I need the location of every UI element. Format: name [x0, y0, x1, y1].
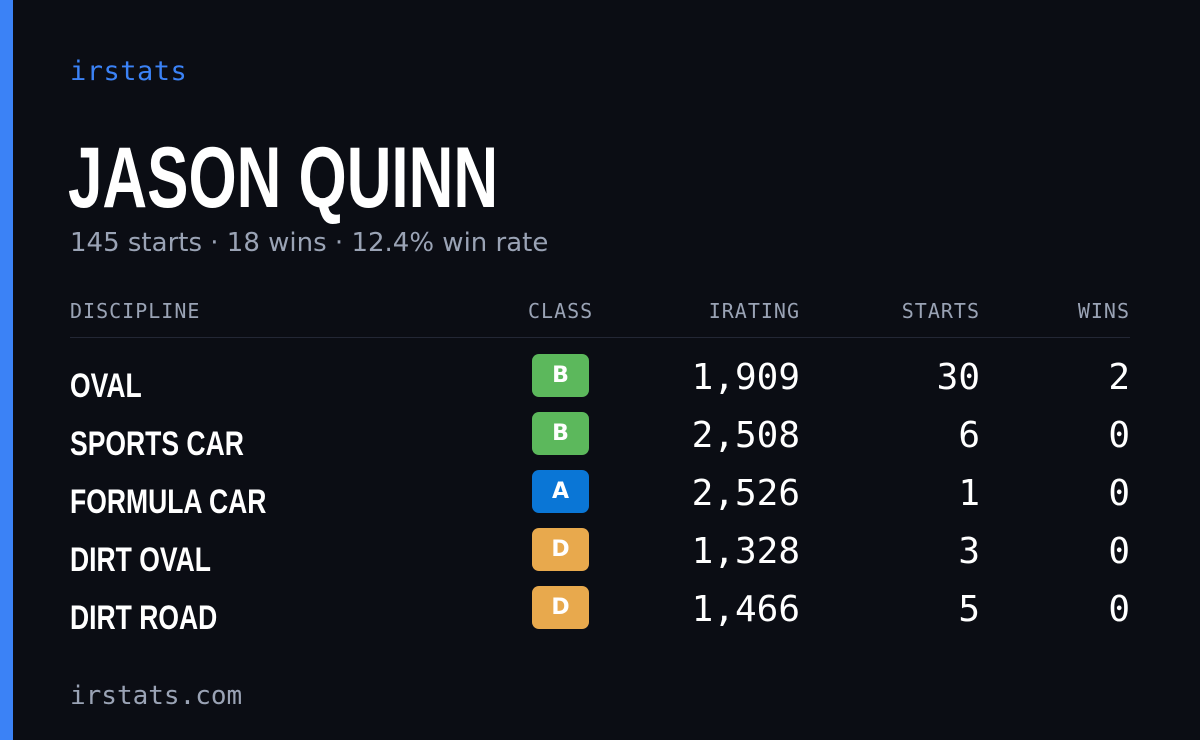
wins-value: 0: [1108, 415, 1130, 456]
accent-bar: [0, 0, 13, 740]
irating-value: 1,466: [691, 589, 800, 630]
wins-value: 0: [1108, 531, 1130, 572]
brand-logo-text: irstats: [70, 56, 188, 87]
table-header: DISCIPLINE CLASS IRATING STARTS WINS: [70, 299, 1130, 338]
class-badge: D: [532, 528, 589, 571]
header-discipline: DISCIPLINE: [70, 299, 201, 323]
starts-value: 1: [958, 473, 980, 514]
discipline-name: OVAL: [70, 367, 142, 405]
irating-value: 1,328: [691, 531, 800, 572]
discipline-table: OVAL B 1,909 30 2 SPORTS CAR B 2,508 6 0…: [70, 350, 1130, 640]
irating-value: 1,909: [691, 357, 800, 398]
irating-value: 2,526: [691, 473, 800, 514]
driver-name: JASON QUINN: [68, 130, 499, 226]
footer-url: irstats.com: [70, 681, 243, 711]
class-badge: A: [532, 470, 589, 513]
starts-value: 5: [958, 589, 980, 630]
starts-value: 6: [958, 415, 980, 456]
table-row: DIRT OVAL D 1,328 3 0: [70, 524, 1130, 582]
header-starts: STARTS: [901, 299, 980, 323]
starts-value: 30: [936, 357, 980, 398]
header-class: CLASS: [528, 299, 594, 323]
wins-value: 0: [1108, 589, 1130, 630]
driver-summary: 145 starts · 18 wins · 12.4% win rate: [70, 228, 549, 258]
class-badge: D: [532, 586, 589, 629]
discipline-name: DIRT OVAL: [70, 541, 211, 579]
irating-value: 2,508: [691, 415, 800, 456]
table-row: OVAL B 1,909 30 2: [70, 350, 1130, 408]
header-wins: WINS: [1077, 299, 1130, 323]
discipline-name: SPORTS CAR: [70, 425, 244, 463]
wins-value: 2: [1108, 357, 1130, 398]
starts-value: 3: [958, 531, 980, 572]
table-row: FORMULA CAR A 2,526 1 0: [70, 466, 1130, 524]
table-row: DIRT ROAD D 1,466 5 0: [70, 582, 1130, 640]
class-badge: B: [532, 354, 589, 397]
discipline-name: FORMULA CAR: [70, 483, 267, 521]
discipline-name: DIRT ROAD: [70, 599, 218, 637]
class-badge: B: [532, 412, 589, 455]
header-irating: IRATING: [708, 299, 800, 323]
table-row: SPORTS CAR B 2,508 6 0: [70, 408, 1130, 466]
wins-value: 0: [1108, 473, 1130, 514]
